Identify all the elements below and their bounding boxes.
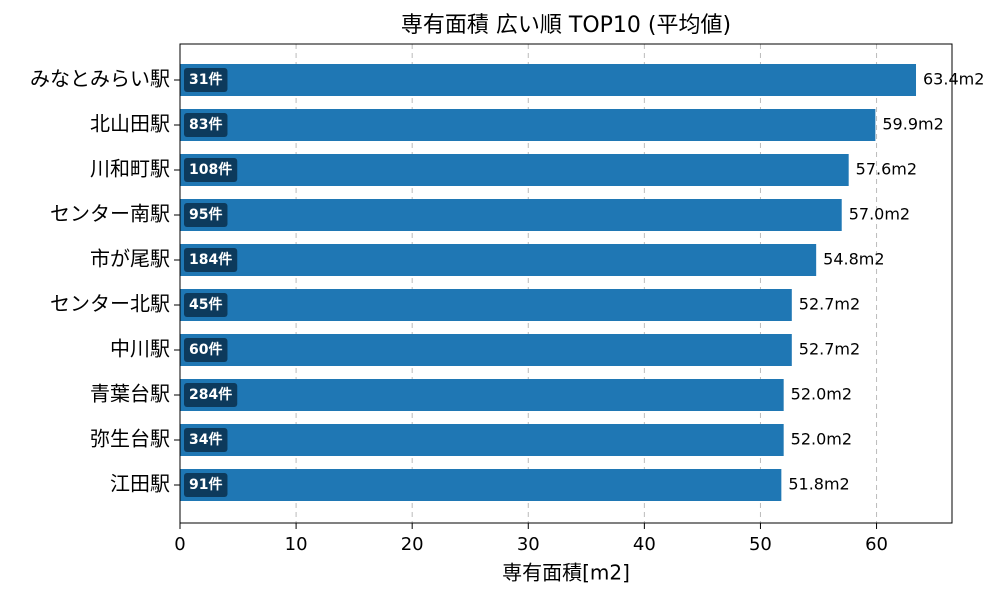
value-label: 54.8m2: [823, 250, 884, 269]
value-label: 57.0m2: [849, 205, 910, 224]
y-tick-label: 中川駅: [110, 337, 170, 361]
x-tick-label: 30: [517, 534, 540, 555]
count-label: 95件: [189, 206, 222, 223]
value-label: 51.8m2: [788, 475, 849, 494]
count-label-bg: [184, 203, 228, 227]
bar: [180, 334, 792, 366]
x-tick-label: 10: [285, 534, 308, 555]
count-label: 45件: [189, 296, 222, 313]
y-tick-label: 市が尾駅: [90, 247, 170, 271]
count-label-bg: [184, 158, 238, 182]
value-label: 52.7m2: [799, 340, 860, 359]
value-label: 52.0m2: [791, 385, 852, 404]
count-label: 31件: [189, 71, 222, 88]
bar: [180, 379, 784, 411]
count-label: 184件: [189, 251, 232, 268]
bar: [180, 154, 849, 186]
bar: [180, 469, 782, 501]
count-label: 91件: [189, 476, 222, 493]
count-label-bg: [184, 383, 238, 407]
value-label: 57.6m2: [856, 160, 917, 179]
count-label-bg: [184, 248, 238, 272]
bar: [180, 289, 792, 321]
y-tick-label: 弥生台駅: [90, 427, 170, 451]
y-tick-label: センター北駅: [50, 292, 170, 316]
bar: [180, 199, 842, 231]
value-label: 63.4m2: [923, 70, 984, 89]
count-label-bg: [184, 428, 228, 452]
count-label-bg: [184, 473, 228, 497]
count-label-bg: [184, 113, 228, 137]
x-axis-label: 専有面積[m2]: [502, 561, 630, 585]
x-tick-label: 60: [865, 534, 888, 555]
count-label: 34件: [189, 431, 222, 448]
value-label: 52.0m2: [791, 430, 852, 449]
y-tick-label: みなとみらい駅: [30, 67, 170, 91]
value-label: 52.7m2: [799, 295, 860, 314]
bar: [180, 244, 817, 276]
plot-frame: [179, 43, 953, 524]
bar: [180, 424, 784, 456]
x-tick-label: 0: [174, 534, 185, 555]
y-tick-label: センター南駅: [50, 202, 170, 226]
bar: [180, 109, 876, 141]
y-tick-label: 北山田駅: [90, 112, 170, 136]
x-tick-label: 40: [633, 534, 656, 555]
count-label-bg: [184, 68, 228, 92]
chart-title: 専有面積 広い順 TOP10 (平均値): [401, 13, 731, 38]
x-tick-label: 50: [749, 534, 772, 555]
x-tick-label: 20: [401, 534, 424, 555]
bar: [180, 64, 917, 96]
count-label: 108件: [189, 161, 232, 178]
y-tick-label: 川和町駅: [90, 157, 170, 181]
count-label: 60件: [189, 341, 222, 358]
count-label-bg: [184, 338, 228, 362]
y-tick-label: 江田駅: [110, 472, 170, 496]
count-label-bg: [184, 293, 228, 317]
count-label: 83件: [189, 116, 222, 133]
count-label: 284件: [189, 386, 232, 403]
y-tick-label: 青葉台駅: [90, 382, 170, 406]
value-label: 59.9m2: [882, 115, 943, 134]
